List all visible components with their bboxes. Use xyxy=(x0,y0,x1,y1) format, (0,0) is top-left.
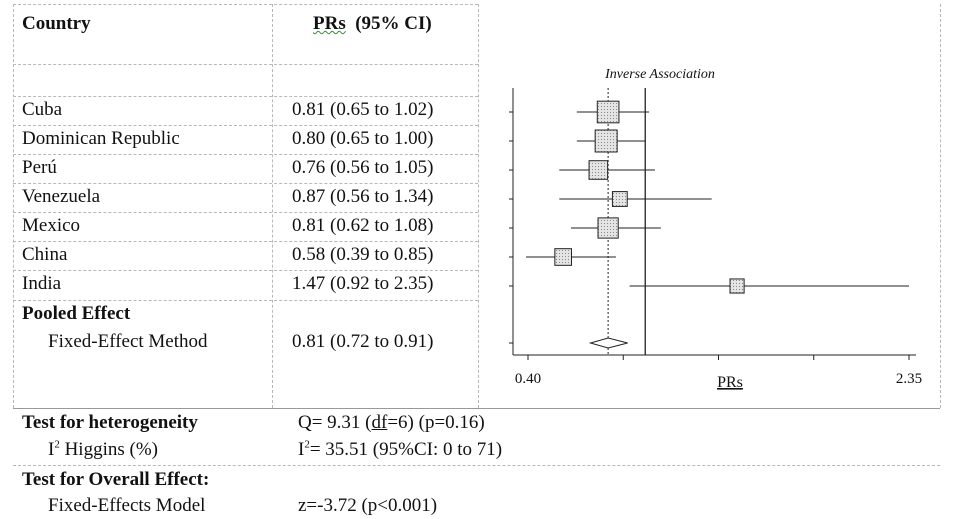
x-tick-label-max: 2.35 xyxy=(896,371,922,387)
row-line xyxy=(13,64,478,65)
i2-value-post: = 35.51 (95%CI: 0 to 71) xyxy=(309,439,503,460)
pooled-method: Fixed-Effect Method xyxy=(48,331,208,352)
country-header: Country xyxy=(22,13,91,34)
q-df: df xyxy=(371,412,388,433)
q-suffix: =6) (p=0.16) xyxy=(387,412,485,433)
country-2: Perú xyxy=(22,157,57,178)
overall-model: Fixed-Effects Model xyxy=(48,495,206,516)
column-divider xyxy=(272,4,273,408)
row-line xyxy=(13,4,478,5)
country-4: Mexico xyxy=(22,215,81,236)
country-6: India xyxy=(22,273,62,294)
point-estimate-3 xyxy=(611,191,628,207)
q-prefix: Q= 9.31 ( xyxy=(298,412,372,433)
row-line xyxy=(13,96,478,97)
row-line xyxy=(13,125,478,126)
point-estimate-1 xyxy=(594,129,618,153)
point-estimate-2 xyxy=(588,160,609,180)
pooled-diamond xyxy=(588,337,628,349)
i2-value-sup: 2 xyxy=(304,438,310,451)
pr-value-1: 0.80 (0.65 to 1.00) xyxy=(292,128,434,149)
i2-value: I2= 35.51 (95%CI: 0 to 71) xyxy=(298,438,502,462)
row-line xyxy=(13,241,478,242)
row-line xyxy=(13,183,478,184)
point-estimate-6 xyxy=(729,278,745,294)
country-1: Dominican Republic xyxy=(22,128,180,149)
pr-header-ci: (95% CI) xyxy=(355,13,432,34)
table-right-border xyxy=(940,4,941,408)
i2-label-sup: 2 xyxy=(54,438,60,451)
country-3: Venezuela xyxy=(22,186,101,207)
i2-label: I2 Higgins (%) xyxy=(48,438,158,462)
row-line xyxy=(13,300,478,301)
heterogeneity-q: Q= 9.31 (df=6) (p=0.16) xyxy=(298,411,485,435)
i2-label-post: Higgins (%) xyxy=(59,439,158,460)
row-line xyxy=(13,212,478,213)
pooled-pr: 0.81 (0.72 to 0.91) xyxy=(292,331,434,352)
pooled-header: Pooled Effect xyxy=(22,303,131,324)
i2-label-pre: I xyxy=(48,439,55,460)
table-left-border xyxy=(13,4,14,408)
point-estimate-0 xyxy=(596,100,620,124)
row-line xyxy=(13,270,478,271)
point-estimate-4 xyxy=(597,217,619,239)
heterogeneity-label: Test for heterogeneity xyxy=(22,412,198,433)
pr-value-2: 0.76 (0.56 to 1.05) xyxy=(292,157,434,178)
country-0: Cuba xyxy=(22,99,63,120)
pr-value-3: 0.87 (0.56 to 1.34) xyxy=(292,186,434,207)
column-divider xyxy=(478,4,479,408)
x-tick-label-min: 0.40 xyxy=(515,371,541,387)
overall-z: z=-3.72 (p<0.001) xyxy=(298,495,438,516)
pr-header: PRs (95% CI) xyxy=(313,12,432,36)
section-line xyxy=(13,408,940,409)
row-line xyxy=(13,154,478,155)
pr-value-5: 0.58 (0.39 to 0.85) xyxy=(292,244,434,265)
country-5: China xyxy=(22,244,68,265)
annotation-label: Inverse Association xyxy=(604,67,715,82)
x-axis-label: PRs xyxy=(717,374,743,391)
i2-value-pre: I xyxy=(298,439,305,460)
pr-value-6: 1.47 (0.92 to 2.35) xyxy=(292,273,434,294)
pr-value-4: 0.81 (0.62 to 1.08) xyxy=(292,215,434,236)
row-line xyxy=(13,465,940,466)
overall-label: Test for Overall Effect: xyxy=(22,469,210,490)
point-estimate-5 xyxy=(554,248,572,266)
pr-value-0: 0.81 (0.65 to 1.02) xyxy=(292,99,434,120)
pr-header-abbrev: PRs xyxy=(313,13,346,34)
